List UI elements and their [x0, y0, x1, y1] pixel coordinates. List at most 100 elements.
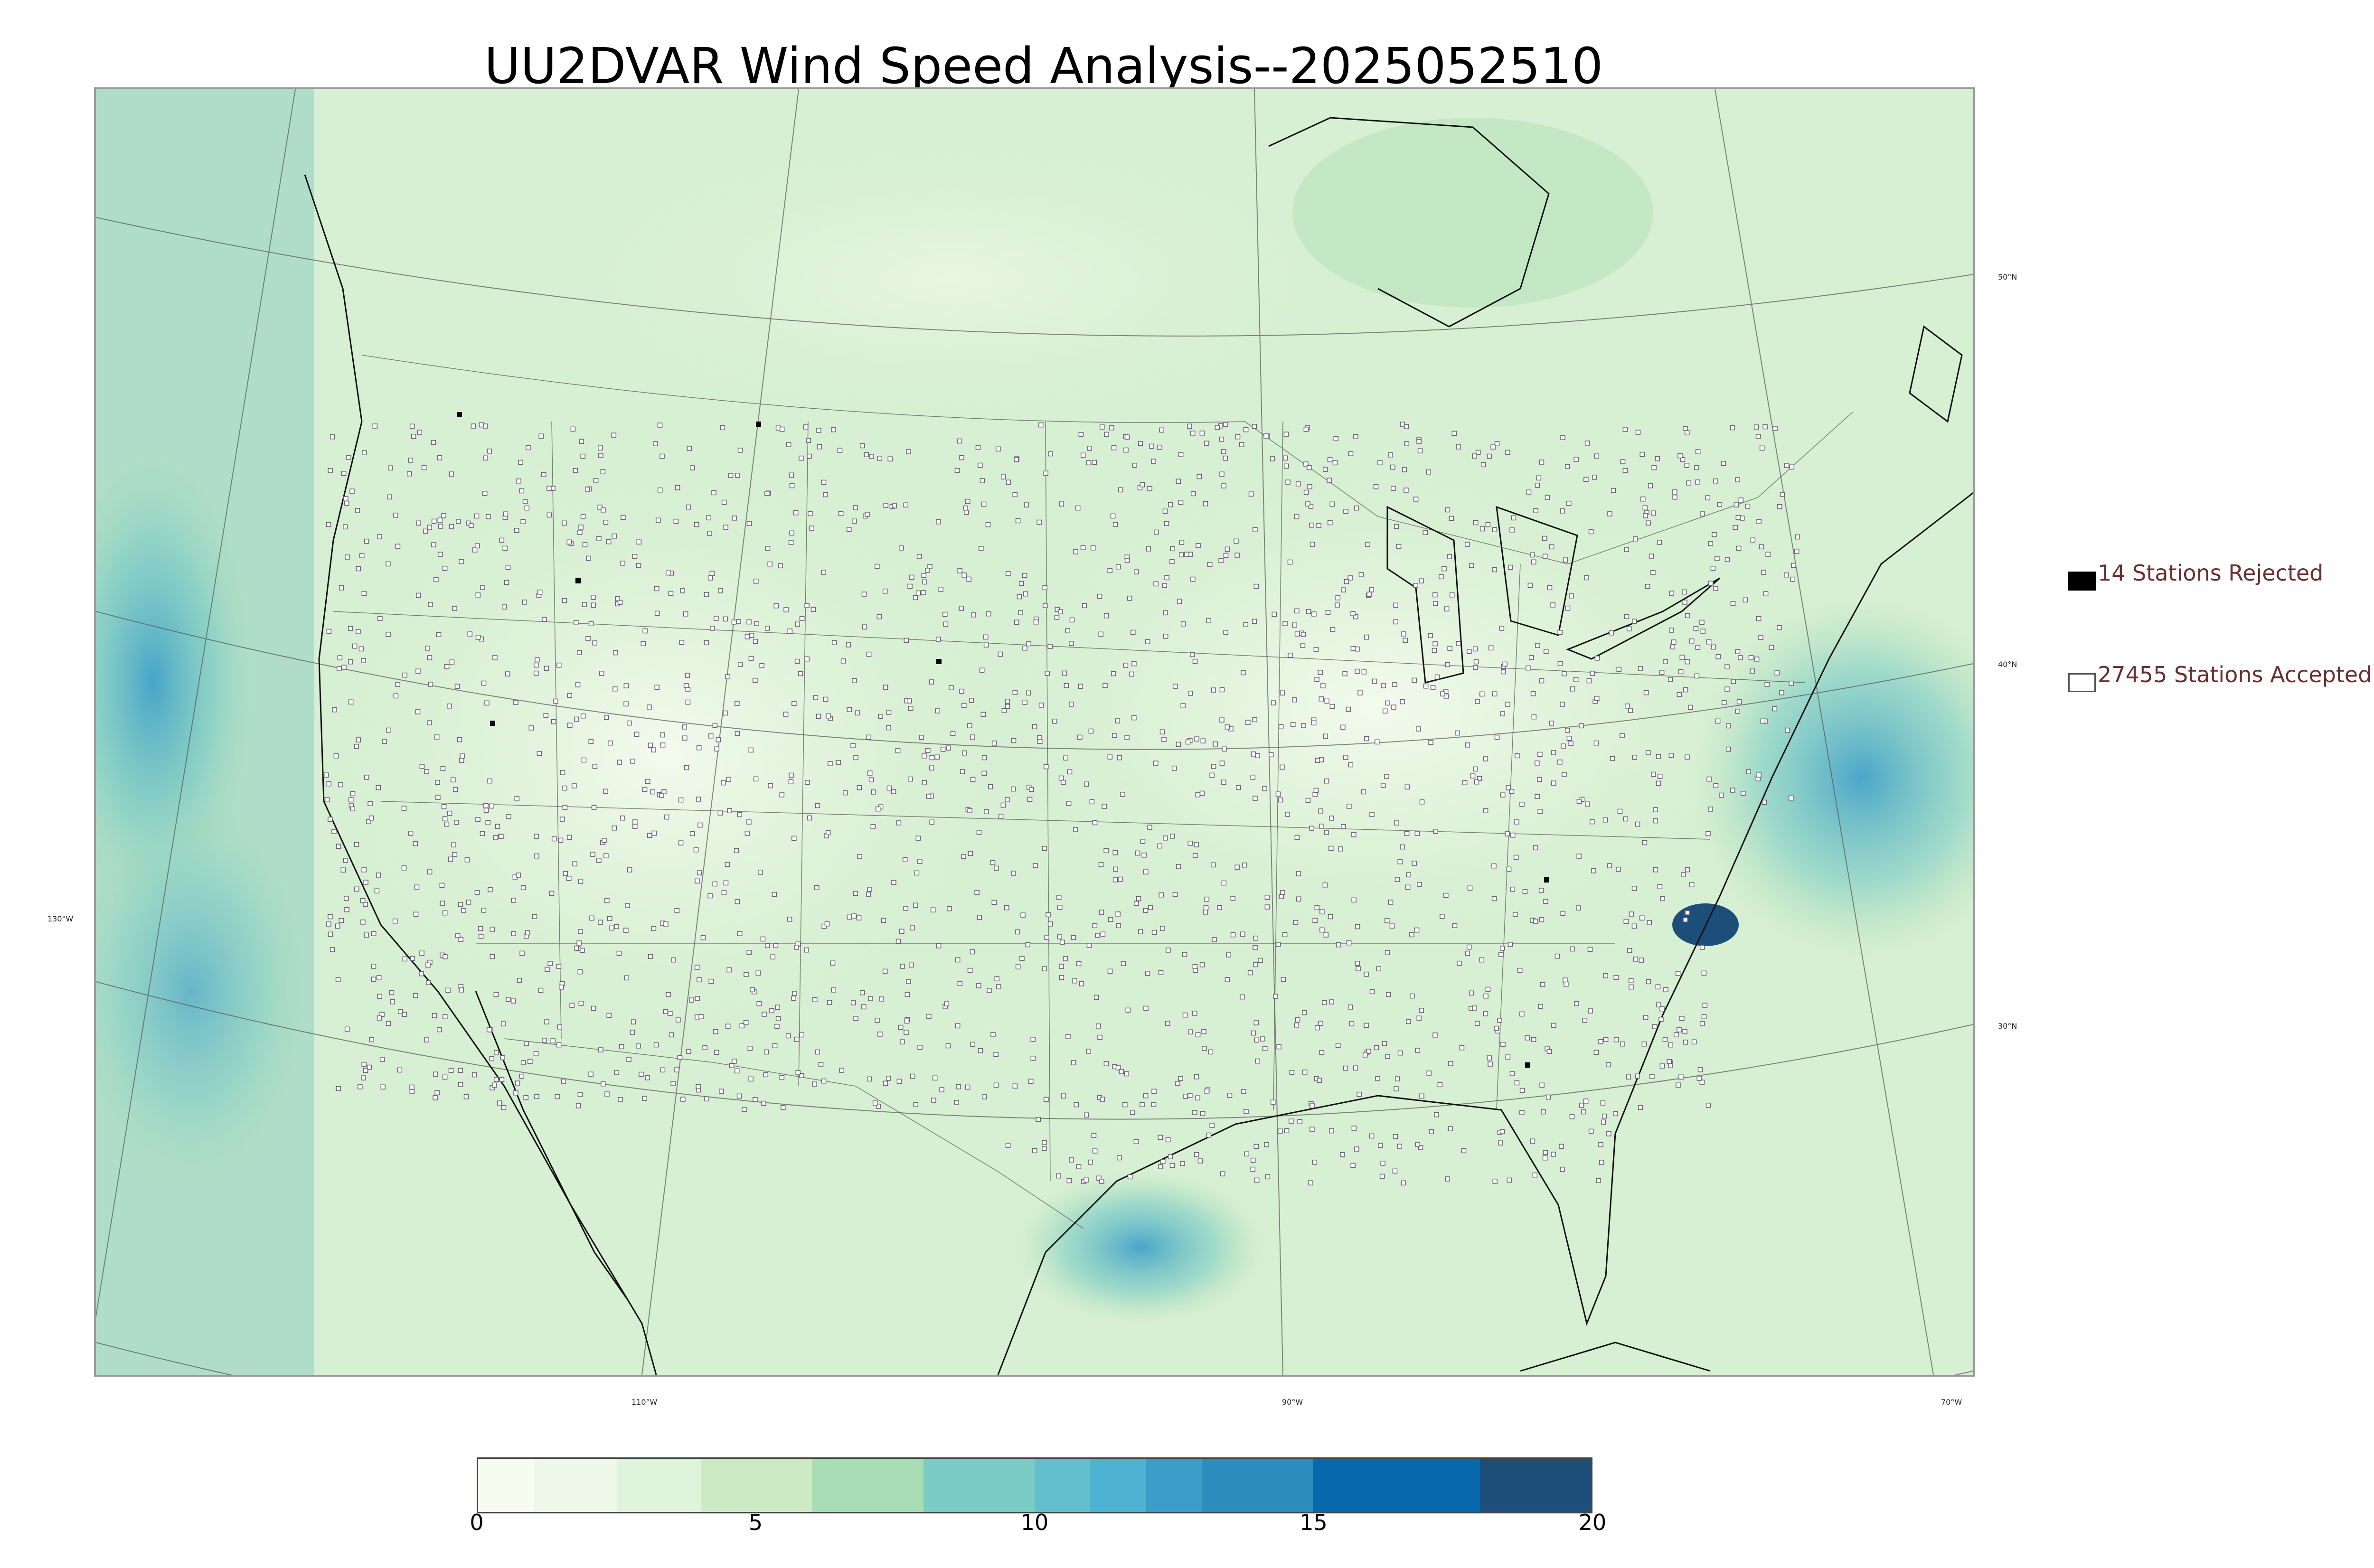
station-marker	[963, 505, 968, 511]
station-marker	[1502, 661, 1507, 667]
station-marker	[1485, 986, 1491, 992]
station-marker	[518, 460, 523, 465]
station-marker	[1045, 671, 1050, 676]
station-marker	[1315, 1025, 1320, 1031]
station-marker	[1560, 1166, 1565, 1172]
station-marker	[1149, 443, 1154, 449]
station-marker	[1494, 441, 1500, 447]
station-marker	[1582, 1018, 1588, 1023]
station-marker	[1710, 565, 1716, 571]
station-marker	[408, 458, 414, 463]
station-marker	[1112, 877, 1118, 883]
station-marker	[1312, 918, 1318, 923]
station-marker	[1745, 504, 1751, 509]
station-marker	[1077, 734, 1083, 740]
station-marker	[1346, 706, 1351, 712]
station-marker	[474, 513, 480, 519]
station-marker	[397, 1009, 403, 1014]
station-marker	[1127, 595, 1132, 601]
station-marker	[1350, 646, 1356, 651]
station-marker	[1314, 676, 1319, 682]
station-marker	[423, 528, 428, 534]
station-marker	[1280, 690, 1285, 695]
station-marker	[1209, 772, 1215, 778]
station-marker	[1365, 542, 1370, 547]
station-marker	[922, 579, 927, 585]
station-marker	[1033, 863, 1038, 868]
station-marker	[1131, 715, 1137, 721]
station-marker	[736, 619, 741, 624]
station-marker	[1663, 659, 1668, 665]
station-marker	[1400, 422, 1405, 427]
station-marker	[603, 519, 609, 525]
station-marker	[395, 682, 401, 687]
station-marker	[1724, 557, 1730, 562]
station-marker	[589, 915, 594, 921]
station-marker	[689, 465, 695, 470]
station-marker	[528, 1059, 533, 1064]
station-marker	[459, 758, 464, 763]
station-marker	[956, 1084, 961, 1089]
station-marker	[1092, 460, 1097, 465]
station-marker	[590, 852, 595, 857]
station-marker	[677, 1055, 683, 1060]
station-marker	[1763, 591, 1769, 597]
station-marker	[1382, 1041, 1387, 1046]
station-marker	[1293, 920, 1299, 925]
station-marker	[1579, 1102, 1584, 1108]
station-marker	[1433, 829, 1438, 834]
station-marker	[713, 1029, 718, 1034]
station-marker	[1318, 1021, 1323, 1026]
station-marker	[1117, 1155, 1122, 1161]
station-marker	[1196, 474, 1202, 479]
station-marker	[1545, 1094, 1551, 1100]
station-marker	[1022, 645, 1027, 651]
station-marker	[413, 993, 418, 998]
station-marker	[1123, 663, 1129, 668]
station-marker	[557, 1024, 563, 1030]
station-marker	[1505, 450, 1510, 455]
station-marker	[1628, 978, 1634, 984]
station-marker	[684, 765, 689, 770]
station-marker	[1346, 940, 1352, 946]
station-marker	[457, 737, 462, 742]
station-marker	[1178, 552, 1184, 557]
station-marker	[1695, 449, 1701, 454]
station-marker	[821, 1078, 827, 1084]
station-marker	[899, 929, 904, 934]
station-marker	[664, 814, 669, 820]
station-marker	[1452, 923, 1458, 928]
station-marker	[538, 987, 544, 993]
station-marker	[1172, 892, 1178, 897]
station-marker	[883, 503, 889, 508]
station-marker	[1607, 863, 1612, 868]
station-marker	[886, 785, 892, 791]
station-marker	[1613, 1111, 1618, 1117]
station-marker	[1413, 582, 1418, 588]
station-marker	[434, 734, 440, 740]
station-marker	[459, 987, 464, 993]
station-marker	[1071, 1060, 1076, 1065]
station-marker	[591, 594, 596, 600]
rejected-station-marker	[1525, 1062, 1530, 1068]
station-marker	[1100, 1097, 1105, 1102]
station-marker	[1542, 1155, 1548, 1161]
station-marker	[1060, 939, 1065, 945]
station-marker	[853, 755, 858, 761]
station-marker	[714, 1050, 719, 1055]
station-marker	[534, 662, 539, 668]
station-marker	[1638, 1105, 1643, 1110]
station-marker	[1643, 1015, 1649, 1020]
station-marker	[1294, 835, 1300, 840]
station-marker	[1700, 511, 1705, 516]
station-marker	[1583, 1099, 1589, 1104]
station-marker	[343, 524, 348, 530]
station-marker	[1322, 883, 1328, 888]
station-marker	[1397, 859, 1403, 864]
station-marker	[469, 523, 474, 528]
station-marker	[900, 964, 905, 969]
station-marker	[1610, 756, 1615, 761]
station-marker	[1194, 736, 1199, 742]
station-marker	[799, 1032, 804, 1038]
station-marker	[1357, 690, 1363, 695]
